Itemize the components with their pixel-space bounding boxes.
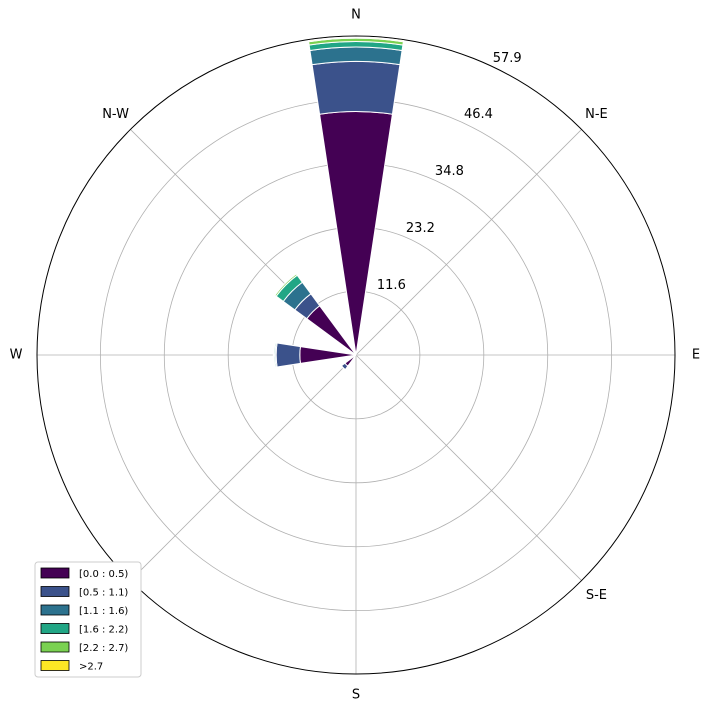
wedge-segment [307,36,405,43]
wedge-segment [311,60,401,115]
legend-label: [2.2 : 2.7) [79,643,128,654]
outer-ring [36,35,676,675]
direction-label: N-W [102,107,129,122]
spoke-grid-line [130,354,357,581]
legend-label: [0.5 : 1.1) [79,588,128,599]
ring-label: 11.6 [377,278,406,293]
wedge-segment [274,273,297,296]
legend-label: [0.0 : 0.5) [79,569,128,580]
ring-label: 23.2 [406,221,435,236]
legend: [0.0 : 0.5) [0.5 : 1.1) [1.1 : 1.6) [1.6 : … [34,561,142,678]
direction-label: W [10,348,23,363]
legend-swatch [40,660,70,671]
wedge-segment [319,110,393,356]
legend-swatch [40,586,70,597]
direction-label: N-E [585,107,608,122]
ring-label: 57.9 [493,51,522,66]
legend-swatch [40,567,70,579]
ring-label: 34.8 [435,164,464,179]
wedge-segment [275,342,302,368]
legend-label: [1.6 : 2.2) [79,625,128,636]
wedge-segment [306,305,357,356]
legend-swatch [40,604,70,616]
direction-label: N [351,8,361,23]
legend-label: >2.7 [79,662,103,673]
spoke-grid-line [355,354,582,581]
spoke-grid-line [355,129,582,356]
ring-label: 46.4 [464,107,493,122]
legend-swatch [40,641,70,653]
legend-label: [1.1 : 1.6) [79,606,128,617]
direction-label: S [352,688,360,703]
direction-label: E [692,348,700,363]
direction-label: S-E [586,588,607,603]
legend-swatch [40,623,70,634]
